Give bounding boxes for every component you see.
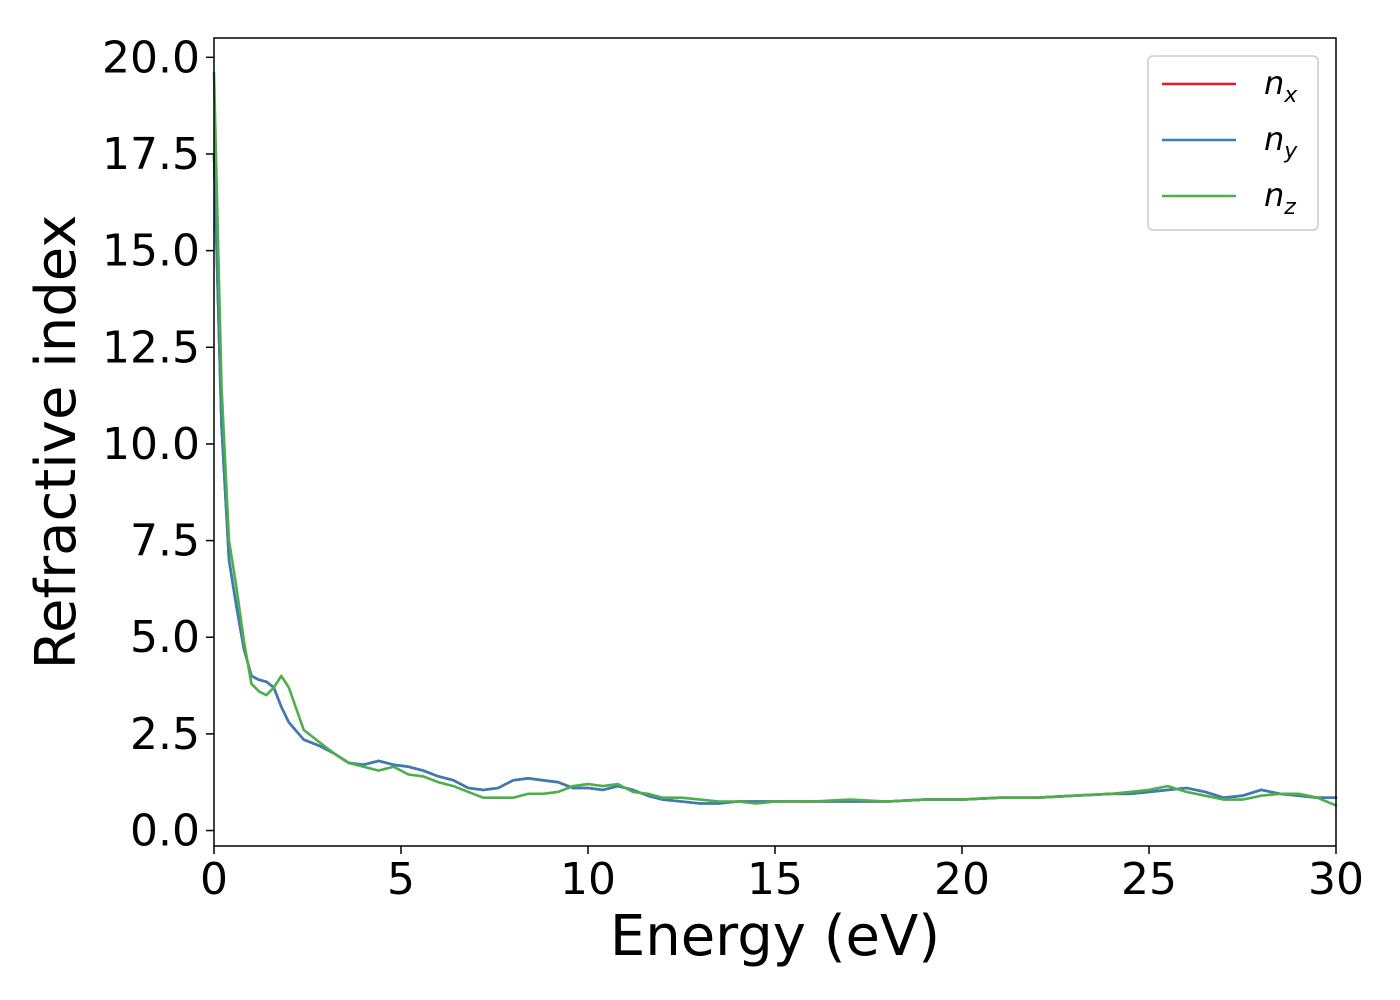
x-axis-title: Energy (eV)	[610, 904, 940, 969]
legend-label-base: n	[1264, 120, 1284, 158]
x-tick-label: 10	[560, 854, 616, 905]
x-tick-label: 30	[1308, 854, 1364, 905]
y-tick-label: 20.0	[102, 32, 200, 83]
x-tick-label: 15	[747, 854, 803, 905]
legend-label-x: nx	[1264, 64, 1298, 108]
y-tick-label: 7.5	[130, 516, 200, 567]
series-line-y	[212, 152, 1338, 805]
legend-label-subscript: y	[1283, 139, 1298, 164]
legend-label-subscript: z	[1283, 195, 1296, 220]
x-tick-label: 0	[200, 854, 228, 905]
x-tick-label: 20	[934, 854, 990, 905]
x-tick-label: 5	[387, 854, 415, 905]
y-tick-label: 17.5	[102, 129, 200, 180]
legend-label-z: nz	[1264, 176, 1296, 220]
legend-label-base: n	[1264, 176, 1284, 214]
y-tick-label: 12.5	[102, 322, 200, 373]
legend-label-y: ny	[1264, 120, 1298, 164]
legend-box	[1147, 55, 1319, 231]
x-tick-label: 25	[1121, 854, 1177, 905]
x-axis-ticks: 0 5 10 15 20 25 30	[200, 846, 1364, 905]
y-tick-label: 0.0	[130, 806, 200, 857]
series-line-x	[212, 152, 1338, 805]
y-axis-title: Refractive index	[24, 215, 89, 670]
series-line-z	[212, 71, 1338, 807]
plot-lines	[212, 71, 1338, 807]
legend-label-subscript: x	[1283, 83, 1298, 108]
y-tick-label: 10.0	[102, 419, 200, 470]
legend-label-base: n	[1264, 64, 1284, 102]
y-tick-label: 5.0	[130, 612, 200, 663]
y-tick-label: 15.0	[102, 226, 200, 277]
y-tick-label: 2.5	[130, 709, 200, 760]
y-axis-ticks: 0.0 2.5 5.0 7.5 10.0 12.5 15.0 17.5 20.0	[102, 32, 214, 857]
